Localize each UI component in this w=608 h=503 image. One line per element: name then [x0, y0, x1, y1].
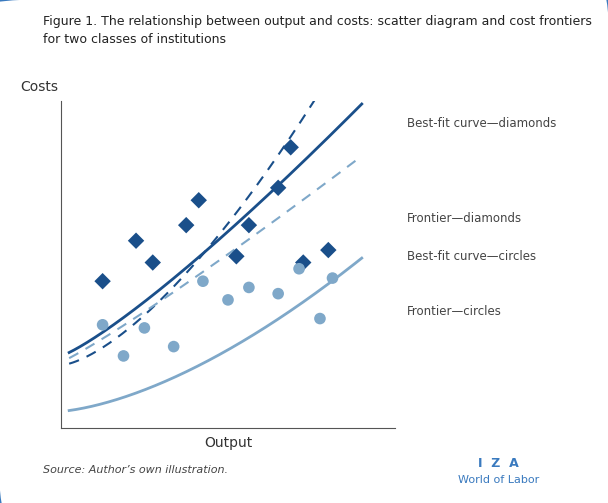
Text: I  Z  A: I Z A	[478, 457, 519, 470]
Text: Best-fit curve—circles: Best-fit curve—circles	[407, 250, 536, 263]
Text: Costs: Costs	[21, 80, 59, 94]
Text: Figure 1. The relationship between output and costs: scatter diagram and cost fr: Figure 1. The relationship between outpu…	[43, 15, 592, 28]
Point	[232, 253, 241, 261]
Point	[119, 352, 128, 360]
Text: Source: Author’s own illustration.: Source: Author’s own illustration.	[43, 465, 227, 475]
Point	[299, 259, 308, 267]
Point	[148, 259, 157, 267]
Point	[131, 237, 141, 245]
Point	[194, 196, 204, 204]
Point	[181, 221, 191, 229]
Point	[169, 343, 179, 351]
Point	[98, 321, 108, 329]
Point	[328, 274, 337, 282]
X-axis label: Output: Output	[204, 436, 252, 450]
Point	[198, 277, 208, 285]
Text: Best-fit curve—diamonds: Best-fit curve—diamonds	[407, 117, 557, 130]
Text: Frontier—circles: Frontier—circles	[407, 305, 502, 318]
Point	[98, 277, 108, 285]
Point	[315, 314, 325, 322]
Point	[286, 143, 295, 151]
Point	[244, 221, 254, 229]
Point	[244, 283, 254, 291]
Text: World of Labor: World of Labor	[458, 475, 539, 485]
Point	[139, 324, 150, 332]
Point	[223, 296, 233, 304]
Point	[274, 290, 283, 298]
Text: Frontier—diamonds: Frontier—diamonds	[407, 212, 522, 225]
Text: for two classes of institutions: for two classes of institutions	[43, 33, 226, 46]
Point	[323, 246, 333, 254]
Point	[274, 184, 283, 192]
Point	[294, 265, 304, 273]
